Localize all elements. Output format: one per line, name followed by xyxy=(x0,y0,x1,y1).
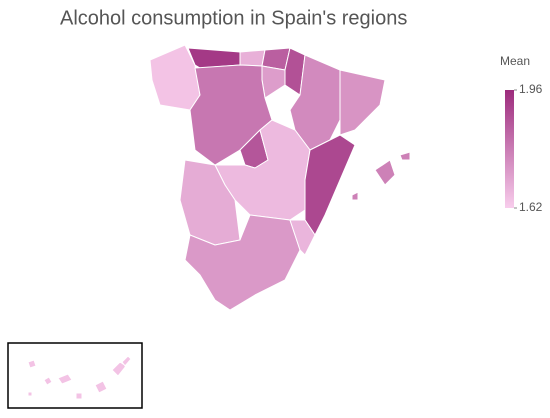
region xyxy=(284,47,306,96)
colorbar-tick-label: 1.62 xyxy=(519,200,543,214)
region xyxy=(289,219,316,256)
region xyxy=(339,69,386,136)
region xyxy=(187,47,241,69)
region xyxy=(239,49,266,67)
regions xyxy=(27,44,411,400)
chart-title: Alcohol consumption in Spain's regions xyxy=(60,7,407,29)
region xyxy=(184,214,301,311)
region xyxy=(261,65,286,99)
colorbar xyxy=(505,90,514,208)
colorbar-tick-label: 1.96 xyxy=(519,82,543,96)
region xyxy=(27,355,132,400)
inset-frame xyxy=(7,342,143,409)
region xyxy=(304,134,356,236)
legend-title: Mean xyxy=(500,54,530,68)
region xyxy=(351,151,411,201)
